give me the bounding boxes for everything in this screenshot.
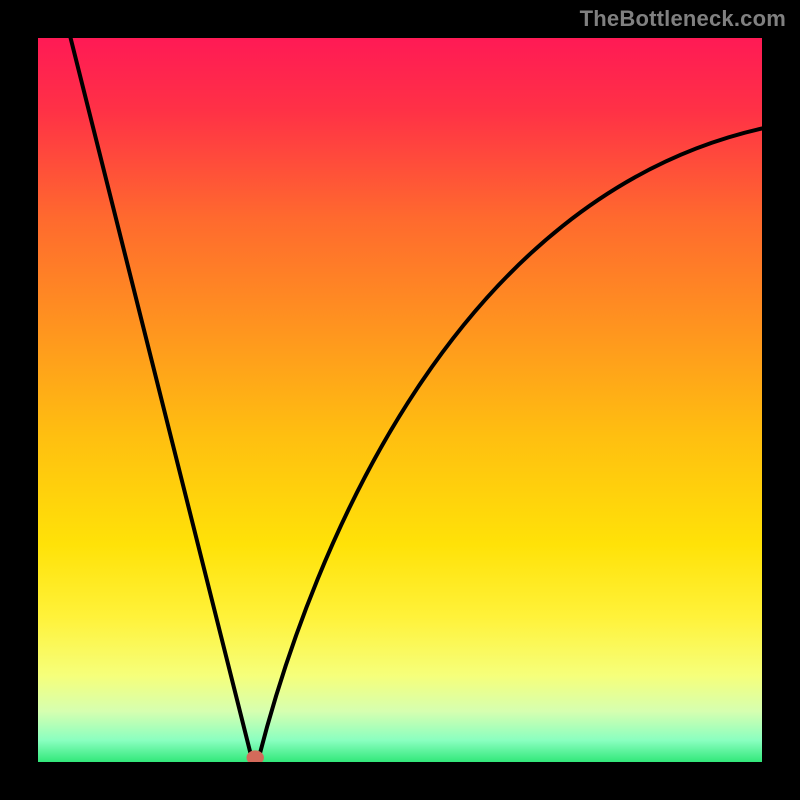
plot-svg xyxy=(38,38,762,762)
chart-container: TheBottleneck.com xyxy=(0,0,800,800)
gradient-background xyxy=(38,38,762,762)
plot-area xyxy=(38,38,762,762)
watermark-text: TheBottleneck.com xyxy=(580,6,786,32)
